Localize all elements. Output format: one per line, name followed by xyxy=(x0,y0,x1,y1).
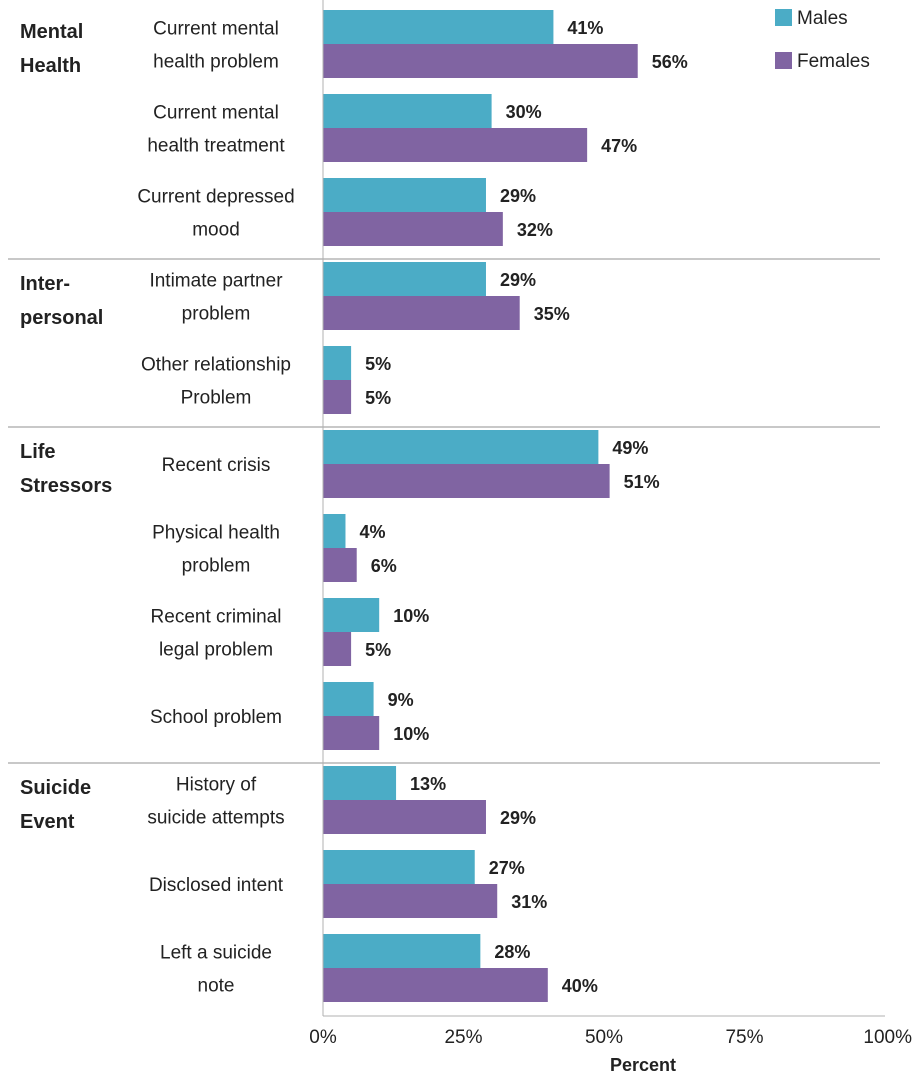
group-labels: Mental Health Inter-personal Life Stressors S… xyxy=(20,21,112,833)
bar-males-recent-criminal-legal-problem xyxy=(323,598,380,632)
category-label-current-mental-health-problem: Current mental health problem xyxy=(153,19,279,73)
value-label-males-current-mental-health-treatment: 30% xyxy=(506,102,542,122)
value-label-males-other-relationship-problem: 5% xyxy=(365,354,391,374)
group-separators xyxy=(8,258,880,764)
bar-females-current-mental-health-problem xyxy=(323,44,638,78)
value-label-females-left-a-suicide-note: 40% xyxy=(562,976,598,996)
bar-males-left-a-suicide-note xyxy=(323,934,481,968)
bar-males-disclosed-intent xyxy=(323,850,475,884)
value-label-females-recent-crisis: 51% xyxy=(624,472,660,492)
bar-females-recent-criminal-legal-problem xyxy=(323,632,352,666)
value-label-females-current-mental-health-treatment: 47% xyxy=(601,136,637,156)
value-label-males-history-of-suicide-attempts: 13% xyxy=(410,774,446,794)
legend-swatch-females xyxy=(775,52,792,69)
bar-females-history-of-suicide-attempts xyxy=(323,800,486,834)
value-label-females-recent-criminal-legal-problem: 5% xyxy=(365,640,391,660)
value-label-males-current-mental-health-problem: 41% xyxy=(567,18,603,38)
value-label-males-current-depressed-mood: 29% xyxy=(500,186,536,206)
category-label-recent-crisis: Recent crisis xyxy=(162,455,271,476)
group-label-life-stressors: Life Stressors xyxy=(20,441,112,497)
value-label-females-current-depressed-mood: 32% xyxy=(517,220,553,240)
category-label-intimate-partner-problem: Intimate partner problem xyxy=(149,271,283,325)
bars: 41% 56% 30% 47% 29% 32% 29% 35% 5% 5% 49% 51% 4% 6% 10… xyxy=(323,10,688,1002)
value-label-males-physical-health-problem: 4% xyxy=(359,522,385,542)
bar-females-other-relationship-problem xyxy=(323,380,352,414)
value-label-females-school-problem: 10% xyxy=(393,724,429,744)
legend: Males Females xyxy=(775,8,870,72)
bar-males-school-problem xyxy=(323,682,374,716)
category-label-other-relationship-problem: Other relationship Problem xyxy=(141,355,291,409)
bar-females-disclosed-intent xyxy=(323,884,498,918)
category-label-current-depressed-mood: Current depressed mood xyxy=(137,187,294,241)
value-label-males-disclosed-intent: 27% xyxy=(489,858,525,878)
category-label-school-problem: School problem xyxy=(150,707,282,728)
value-label-males-recent-criminal-legal-problem: 10% xyxy=(393,606,429,626)
bar-females-left-a-suicide-note xyxy=(323,968,548,1002)
category-label-current-mental-health-treatment: Current mental health treatment xyxy=(147,103,285,157)
bar-males-intimate-partner-problem xyxy=(323,262,486,296)
bar-males-current-mental-health-treatment xyxy=(323,94,492,128)
group-label-inter-personal: Inter-personal xyxy=(20,273,103,329)
x-tick-label: 0% xyxy=(309,1027,337,1048)
group-label-mental-health: Mental Health xyxy=(20,21,83,77)
bar-females-current-depressed-mood xyxy=(323,212,503,246)
bar-females-current-mental-health-treatment xyxy=(323,128,588,162)
value-label-females-intimate-partner-problem: 35% xyxy=(534,304,570,324)
bar-males-history-of-suicide-attempts xyxy=(323,766,397,800)
x-axis-title: Percent xyxy=(610,1055,676,1075)
value-label-females-other-relationship-problem: 5% xyxy=(365,388,391,408)
category-label-disclosed-intent: Disclosed intent xyxy=(149,875,284,896)
bar-females-physical-health-problem xyxy=(323,548,357,582)
legend-label-males: Males xyxy=(797,8,848,29)
value-label-males-recent-crisis: 49% xyxy=(612,438,648,458)
bar-females-recent-crisis xyxy=(323,464,610,498)
x-tick-label: 75% xyxy=(725,1027,763,1048)
bar-males-recent-crisis xyxy=(323,430,599,464)
x-axis: 0% 25% 50% 75% 100% xyxy=(309,0,912,1048)
bar-males-current-mental-health-problem xyxy=(323,10,554,44)
bar-females-intimate-partner-problem xyxy=(323,296,520,330)
group-label-suicide-event: Suicide Event xyxy=(20,777,91,833)
value-label-females-history-of-suicide-attempts: 29% xyxy=(500,808,536,828)
bar-males-physical-health-problem xyxy=(323,514,346,548)
value-label-males-left-a-suicide-note: 28% xyxy=(494,942,530,962)
value-label-females-disclosed-intent: 31% xyxy=(511,892,547,912)
category-label-history-of-suicide-attempts: History of suicide attempts xyxy=(147,775,284,829)
value-label-males-school-problem: 9% xyxy=(388,690,414,710)
category-label-physical-health-problem: Physical health problem xyxy=(152,523,280,577)
legend-label-females: Females xyxy=(797,51,870,72)
category-labels: Current mental health problem Current ment… xyxy=(137,19,294,997)
x-tick-label: 25% xyxy=(444,1027,482,1048)
x-tick-label: 50% xyxy=(585,1027,623,1048)
value-label-females-physical-health-problem: 6% xyxy=(371,556,397,576)
bar-males-current-depressed-mood xyxy=(323,178,486,212)
x-tick-label: 100% xyxy=(863,1027,912,1048)
value-label-males-intimate-partner-problem: 29% xyxy=(500,270,536,290)
category-label-recent-criminal-legal-problem: Recent criminal legal problem xyxy=(151,607,282,661)
legend-swatch-males xyxy=(775,9,792,26)
bar-females-school-problem xyxy=(323,716,380,750)
bar-males-other-relationship-problem xyxy=(323,346,352,380)
category-label-left-a-suicide-note: Left a suicide note xyxy=(160,943,272,997)
value-label-females-current-mental-health-problem: 56% xyxy=(652,52,688,72)
